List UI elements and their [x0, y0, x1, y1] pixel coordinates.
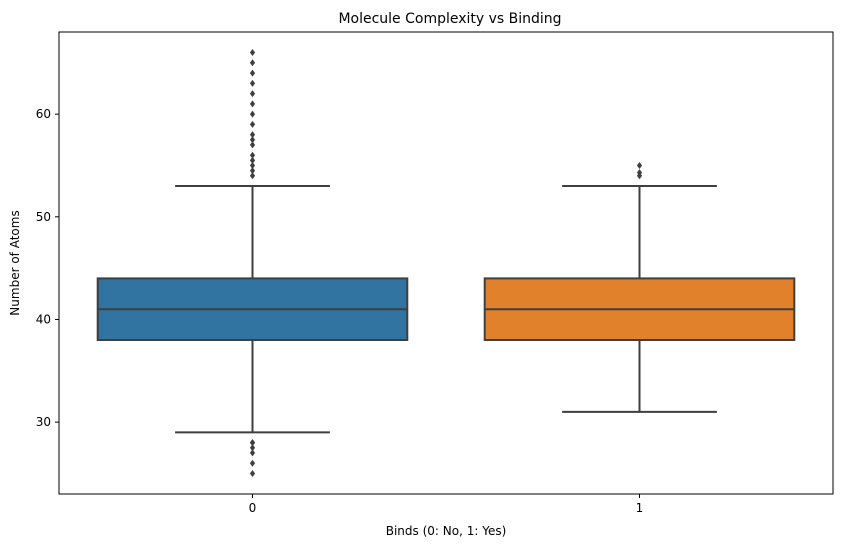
outlier-point	[636, 161, 643, 169]
outlier-point	[249, 69, 256, 77]
outlier-point	[249, 439, 256, 447]
outlier-point	[249, 141, 256, 149]
x-tick-label: 0	[249, 501, 257, 515]
outlier-point	[249, 444, 256, 452]
outlier-point	[249, 131, 256, 139]
outlier-point	[249, 120, 256, 128]
outlier-point	[249, 172, 256, 180]
outlier-point	[249, 161, 256, 169]
y-tick-label: 50	[36, 210, 51, 224]
outlier-point	[249, 136, 256, 144]
outlier-point	[249, 469, 256, 477]
y-axis: 30 40 50 60	[36, 107, 59, 429]
outlier-point	[249, 100, 256, 108]
box-group-0	[96, 49, 409, 477]
box-group-1	[483, 161, 796, 413]
outlier-point	[249, 151, 256, 159]
y-axis-label: Number of Atoms	[8, 210, 22, 315]
y-tick-label: 40	[36, 312, 51, 326]
outlier-point	[249, 79, 256, 87]
chart-title: Molecule Complexity vs Binding	[338, 11, 561, 27]
outlier-point	[249, 459, 256, 467]
y-tick-label: 60	[36, 107, 51, 121]
outlier-point	[249, 59, 256, 67]
plot-frame	[58, 31, 834, 495]
outlier-point	[636, 169, 643, 177]
outlier-point	[249, 167, 256, 175]
x-axis-label: Binds (0: No, 1: Yes)	[386, 524, 507, 538]
plot-marks	[96, 49, 796, 477]
outlier-point	[249, 449, 256, 457]
x-tick-label: 1	[636, 501, 644, 515]
y-tick-label: 30	[36, 415, 51, 429]
outlier-point	[249, 49, 256, 57]
outlier-point	[249, 156, 256, 164]
outlier-point	[249, 90, 256, 98]
outlier-point	[249, 110, 256, 118]
